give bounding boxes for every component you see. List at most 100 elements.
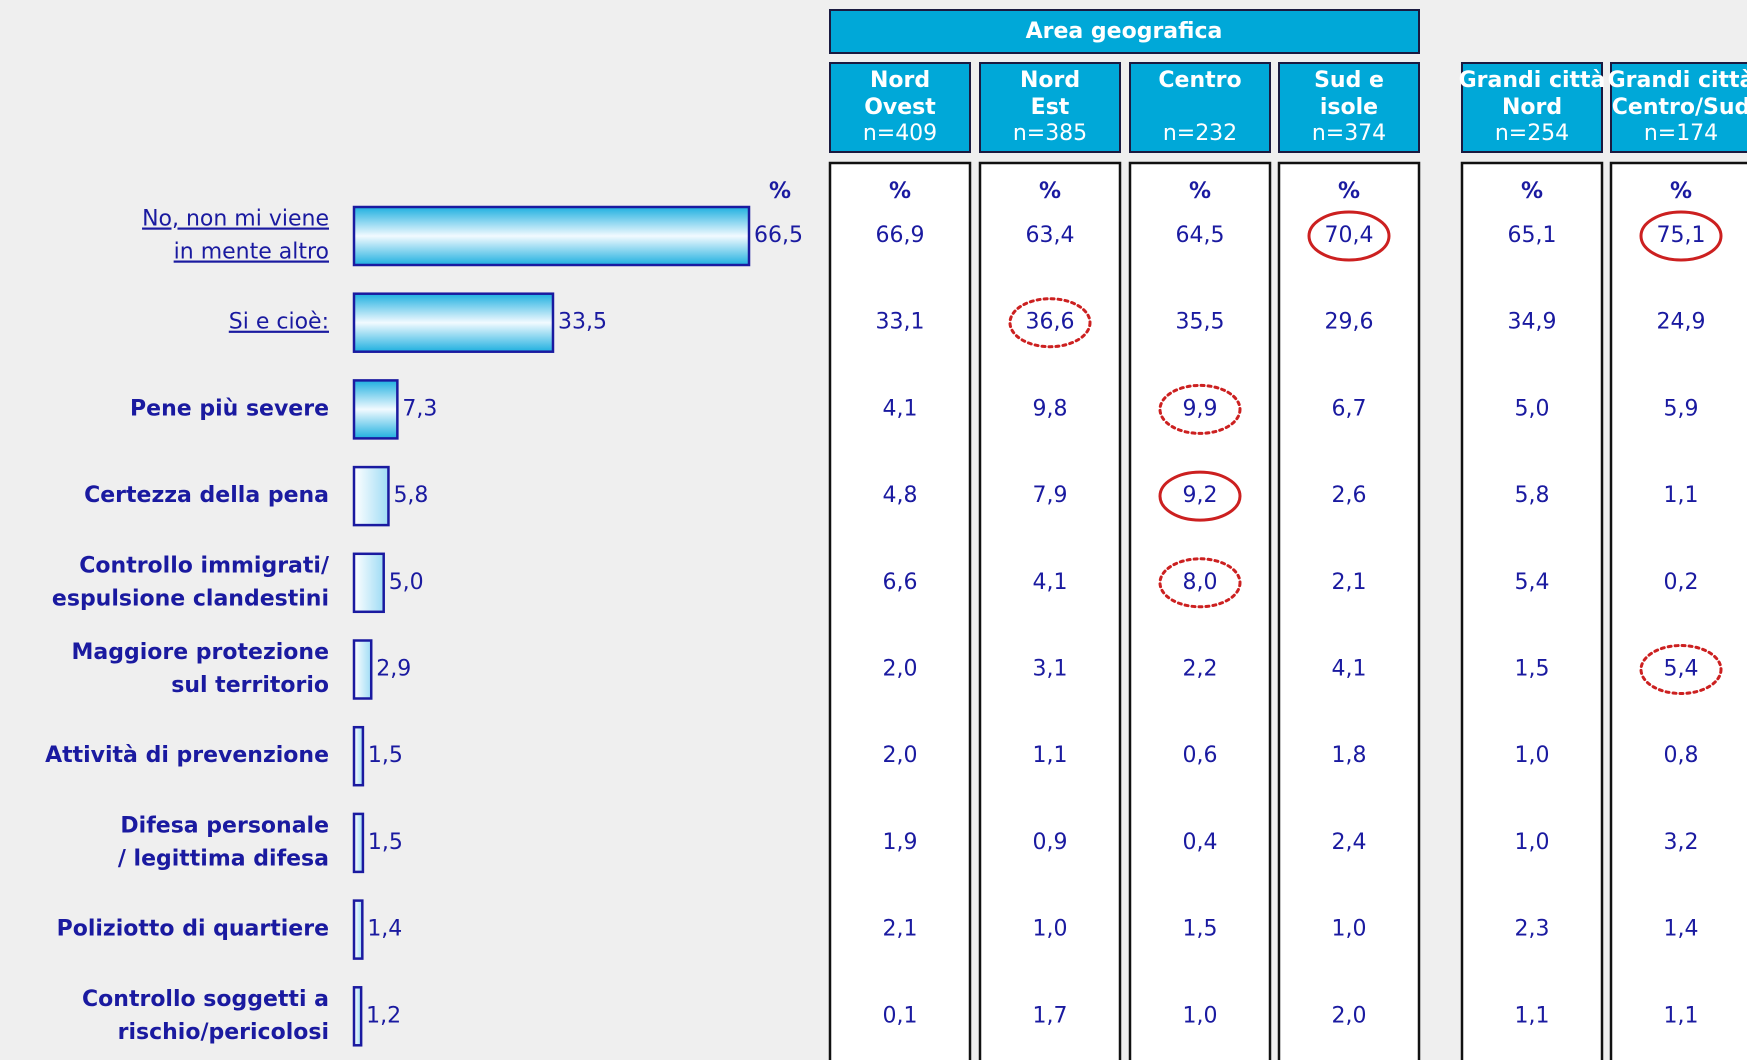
table-cell: 5,9: [1664, 396, 1699, 421]
group-header: Area geografica: [1026, 19, 1223, 44]
column-body-box: [828, 161, 972, 1060]
category-label: Poliziotto di quartiere: [57, 917, 329, 942]
bar: [352, 725, 365, 787]
table-cell: 9,2: [1183, 483, 1218, 508]
column-header: Grandi città: [1459, 68, 1606, 93]
category-label: Attività di prevenzione: [45, 743, 329, 768]
table-cell: 65,1: [1508, 223, 1557, 248]
table-cell: 2,6: [1332, 483, 1367, 508]
table-cell: 2,2: [1183, 657, 1218, 682]
bar: [352, 899, 364, 960]
table-cell: 1,1: [1515, 1003, 1550, 1028]
column-header-box: [1129, 62, 1271, 153]
table-cell: 1,7: [1033, 1003, 1068, 1028]
table-cell: 6,6: [883, 570, 918, 595]
table-cell: 5,4: [1664, 657, 1699, 682]
value-label: 33,5: [558, 310, 607, 335]
table-cell: 2,1: [1332, 570, 1367, 595]
category-label: No, non mi viene: [142, 207, 329, 232]
table-cell: 9,9: [1183, 396, 1218, 421]
category-label: sul territorio: [171, 673, 329, 698]
table-cell: 29,6: [1325, 310, 1374, 335]
column-header: Sud e: [1314, 68, 1384, 93]
value-label: 1,5: [368, 830, 403, 855]
column-header: Grandi città: [1608, 68, 1747, 93]
table-cell: 5,4: [1515, 570, 1550, 595]
column-header-box: [979, 62, 1121, 153]
value-label: 5,8: [393, 483, 428, 508]
bar: [352, 292, 555, 353]
table-cell: 2,0: [1332, 1003, 1367, 1028]
highlight-circle: [1158, 557, 1242, 609]
column-n: n=374: [1312, 121, 1386, 146]
column-body-box: [1460, 161, 1604, 1060]
bar: [352, 812, 365, 874]
column-n: n=385: [1013, 121, 1087, 146]
category-label: Certezza della pena: [84, 483, 329, 508]
table-cell: 70,4: [1325, 223, 1374, 248]
highlight-circle: [1639, 644, 1723, 695]
table-cell: 1,8: [1332, 743, 1367, 768]
column-header-box: [1610, 62, 1747, 153]
table-cell: 1,5: [1183, 917, 1218, 942]
table-cell: 7,9: [1033, 483, 1068, 508]
category-label: Difesa personale: [120, 813, 329, 838]
column-percent: %: [889, 179, 911, 204]
bar: [352, 552, 385, 614]
table-cell: 1,1: [1664, 1003, 1699, 1028]
column-header: Nord: [1020, 68, 1080, 93]
table-cell: 2,0: [883, 743, 918, 768]
column-header: Ovest: [864, 95, 936, 120]
table-cell: 1,4: [1664, 917, 1699, 942]
table-cell: 0,6: [1183, 743, 1218, 768]
column-percent: %: [1189, 179, 1211, 204]
column-body-box: [1128, 161, 1272, 1060]
column-n: n=232: [1163, 121, 1237, 146]
table-cell: 5,0: [1515, 396, 1550, 421]
column-header: Centro: [1158, 68, 1241, 93]
value-label: 5,0: [389, 570, 424, 595]
table-cell: 1,9: [883, 830, 918, 855]
table-cell: 0,2: [1664, 570, 1699, 595]
table-cell: 8,0: [1183, 570, 1218, 595]
table-cell: 4,8: [883, 483, 918, 508]
column-header-box: [1278, 62, 1420, 153]
highlight-circle: [1008, 297, 1092, 349]
column-percent: %: [1670, 179, 1692, 204]
table-cell: 2,4: [1332, 830, 1367, 855]
table-cell: 1,0: [1332, 917, 1367, 942]
bar: [352, 639, 373, 700]
table-cell: 2,0: [883, 657, 918, 682]
table-cell: 4,1: [1033, 570, 1068, 595]
category-label: / legittima difesa: [118, 846, 329, 871]
bar: [352, 986, 363, 1047]
table-cell: 3,1: [1033, 657, 1068, 682]
column-header-box: [829, 62, 971, 153]
bar: [352, 379, 399, 440]
category-label: Si e cioè:: [229, 310, 329, 335]
table-cell: 0,9: [1033, 830, 1068, 855]
table-cell: 5,8: [1515, 483, 1550, 508]
category-label: rischio/pericolosi: [118, 1020, 329, 1045]
table-cell: 63,4: [1026, 223, 1075, 248]
value-label: 1,4: [367, 917, 402, 942]
column-percent: %: [1039, 179, 1061, 204]
table-cell: 2,1: [883, 917, 918, 942]
category-label: Pene più severe: [130, 396, 329, 421]
table-cell: 1,1: [1664, 483, 1699, 508]
value-label: 7,3: [402, 396, 437, 421]
table-cell: 0,8: [1664, 743, 1699, 768]
table-cell: 75,1: [1657, 223, 1706, 248]
table-cell: 1,1: [1033, 743, 1068, 768]
table-cell: 1,0: [1515, 830, 1550, 855]
column-header: isole: [1320, 95, 1378, 120]
table-cell: 66,9: [876, 223, 925, 248]
column-header: Nord: [870, 68, 930, 93]
table-cell: 0,1: [883, 1003, 918, 1028]
column-n: n=254: [1495, 121, 1569, 146]
category-label: in mente altro: [174, 240, 329, 265]
value-label: 1,2: [366, 1003, 401, 1028]
column-header: Nord: [1502, 95, 1562, 120]
